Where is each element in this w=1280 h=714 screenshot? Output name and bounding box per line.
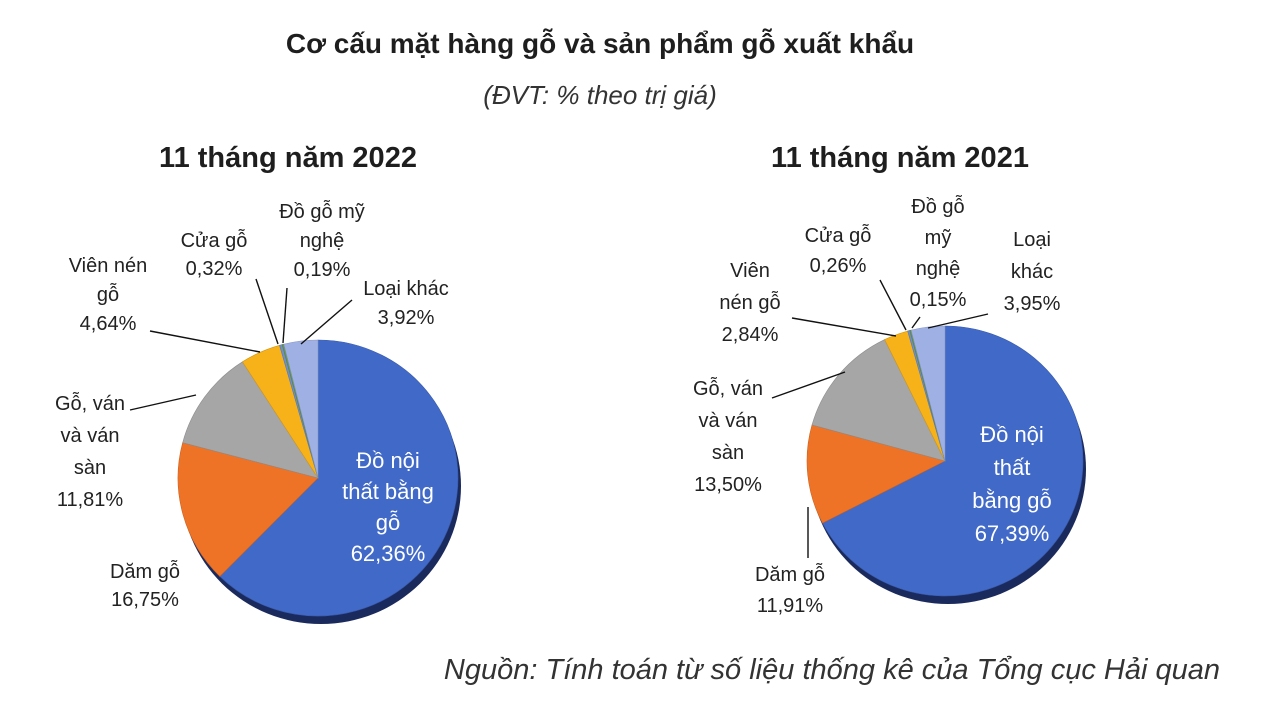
- pie-2021-title: 11 tháng năm 2021: [771, 142, 1029, 174]
- data-label-my_nghe-0: Đồ gỗ: [911, 195, 964, 218]
- data-label-noi_that-2: gỗ: [376, 510, 400, 535]
- data-label-vien_nen-1: gỗ: [97, 283, 119, 306]
- pie-2022-title: 11 tháng năm 2022: [159, 142, 417, 174]
- data-label-my_nghe-1: mỹ: [925, 227, 952, 249]
- data-label-noi_that-1: thất bằng: [342, 479, 434, 504]
- data-label-dam_go-0: Dăm gỗ: [110, 560, 180, 583]
- data-label-dam_go-1: 16,75%: [111, 589, 179, 611]
- data-label-noi_that-3: 67,39%: [975, 521, 1050, 546]
- data-label-noi_that-0: Đồ nội: [980, 422, 1044, 447]
- data-label-go_van-3: 13,50%: [694, 474, 762, 496]
- data-label-cua_go-0: Cửa gỗ: [181, 229, 248, 252]
- pie-1: Đồ nội thất bằng gỗ 67,39% Dăm gỗ 11,91% Gỗ, v…: [693, 195, 1086, 617]
- leader-line-loai_khac: [300, 299, 353, 345]
- pie-slice-loai_khac: [910, 325, 946, 462]
- leader-line-vien_nen: [149, 330, 261, 353]
- data-label-my_nghe-0: Đồ gỗ mỹ: [279, 200, 365, 223]
- data-label-loai_khac-1: khác: [1011, 261, 1053, 283]
- data-label-vien_nen-0: Viên: [730, 260, 770, 282]
- data-label-cua_go-1: 0,32%: [186, 258, 243, 280]
- leader-line-go_van: [129, 394, 197, 411]
- data-label-loai_khac-2: 3,95%: [1004, 293, 1061, 315]
- data-label-loai_khac-1: 3,92%: [378, 307, 435, 329]
- pie-slice-noi_that: [822, 325, 1084, 597]
- data-label-noi_that-1: thất: [994, 455, 1031, 480]
- data-label-cua_go-0: Cửa gỗ: [805, 224, 872, 247]
- leader-line-go_van: [771, 371, 846, 399]
- chart-main-title: Cơ cấu mặt hàng gỗ và sản phẩm gỗ xuất k…: [285, 28, 915, 59]
- data-label-vien_nen-0: Viên nén: [69, 255, 148, 277]
- data-label-noi_that-0: Đồ nội: [356, 448, 420, 473]
- leader-line-loai_khac: [927, 313, 989, 329]
- data-label-loai_khac-0: Loại: [1013, 229, 1051, 251]
- data-label-my_nghe-2: 0,19%: [294, 259, 351, 281]
- pie-slice-go_van: [182, 361, 319, 479]
- data-label-go_van-2: sàn: [712, 442, 744, 464]
- chart-subtitle: (ĐVT: % theo trị giá): [483, 80, 717, 110]
- pie-slice-noi_that: [219, 339, 459, 617]
- data-label-loai_khac-0: Loại khác: [363, 278, 449, 300]
- data-label-my_nghe-1: nghệ: [300, 230, 345, 252]
- data-label-go_van-0: Gỗ, ván: [693, 377, 763, 400]
- data-label-cua_go-1: 0,26%: [810, 255, 867, 277]
- data-label-go_van-2: sàn: [74, 457, 106, 479]
- pie-slice-dam_go: [806, 424, 946, 524]
- leader-line-my_nghe: [911, 316, 921, 329]
- source-note: Nguồn: Tính toán từ số liệu thống kê của…: [443, 654, 1220, 686]
- data-label-noi_that-2: bằng gỗ: [972, 488, 1052, 513]
- pie-slice-dam_go: [177, 442, 319, 577]
- data-label-my_nghe-2: nghệ: [916, 258, 961, 280]
- data-label-go_van-1: và ván: [699, 410, 758, 432]
- data-label-vien_nen-2: 4,64%: [80, 313, 137, 335]
- data-label-go_van-0: Gỗ, ván: [55, 392, 125, 415]
- leader-line-vien_nen: [791, 317, 897, 337]
- data-label-go_van-3: 11,81%: [57, 489, 124, 511]
- leader-line-cua_go: [879, 279, 907, 331]
- pie-slice-loai_khac: [283, 339, 319, 479]
- leader-line-cua_go: [255, 278, 279, 345]
- data-label-vien_nen-2: 2,84%: [722, 324, 779, 346]
- data-label-noi_that-3: 62,36%: [351, 541, 426, 566]
- data-label-my_nghe-3: 0,15%: [910, 289, 967, 311]
- leader-line-my_nghe: [282, 287, 288, 344]
- data-label-dam_go-1: 11,91%: [757, 595, 824, 617]
- pie-0: Đồ nội thất bằng gỗ 62,36% Dăm gỗ 16,75% Gỗ, v…: [55, 200, 461, 624]
- data-label-go_van-1: và ván: [61, 425, 120, 447]
- data-label-vien_nen-1: nén gỗ: [719, 291, 780, 314]
- data-label-dam_go-0: Dăm gỗ: [755, 563, 825, 586]
